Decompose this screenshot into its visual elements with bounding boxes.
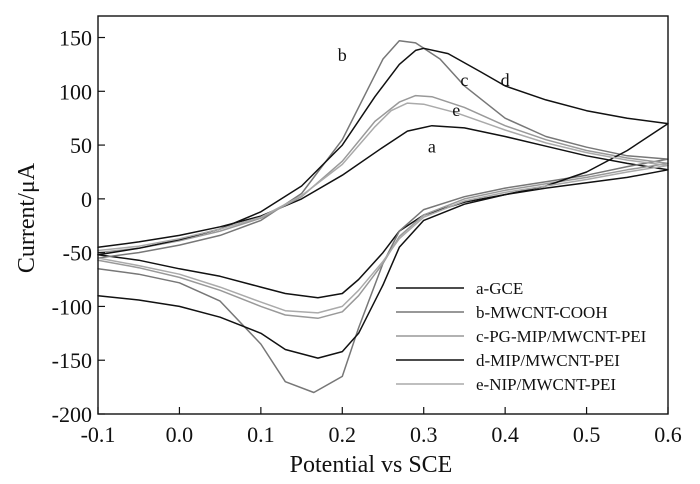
series-line-a (97, 124, 669, 299)
x-tick-label: 0.3 (410, 422, 438, 447)
y-tick-label: 0 (81, 187, 92, 212)
y-axis-ticks: -200 -150 -100 -50 0 50 100 150 (52, 26, 105, 427)
curve-label-b: b (338, 45, 347, 65)
x-axis-title: Potential vs SCE (290, 452, 453, 478)
y-tick-label: 150 (59, 26, 92, 51)
y-tick-label: -100 (52, 294, 92, 319)
legend-entry-a: a-GCE (476, 279, 523, 298)
plot-frame (97, 15, 669, 415)
y-tick-label: 100 (59, 79, 92, 104)
x-tick-label: 0.6 (654, 422, 682, 447)
curve-label-a: a (428, 137, 436, 157)
x-tick-label: 0.2 (329, 422, 357, 447)
legend: a-GCE b-MWCNT-COOH c-PG-MIP/MWCNT-PEI d-MIP… (396, 279, 647, 394)
curve-label-d: d (501, 70, 510, 90)
x-tick-label: -0.1 (81, 422, 116, 447)
series-line-c (97, 94, 669, 320)
legend-entry-c: c-PG-MIP/MWCNT-PEI (476, 327, 647, 346)
x-tick-label: 0.1 (247, 422, 275, 447)
x-tick-label: 0.4 (491, 422, 519, 447)
legend-entry-d: d-MIP/MWCNT-PEI (476, 351, 620, 370)
curve-labels-layer: a b c d e (338, 45, 510, 156)
y-axis-title: Current/μA (14, 162, 40, 273)
x-axis-ticks: -0.1 0.0 0.1 0.2 0.3 0.4 0.5 0.6 (81, 407, 682, 447)
y-tick-label: -200 (52, 402, 92, 427)
legend-entry-b: b-MWCNT-COOH (476, 303, 608, 322)
curves-layer (97, 39, 669, 394)
series-line-e (97, 102, 669, 314)
legend-entry-e: e-NIP/MWCNT-PEI (476, 375, 616, 394)
y-tick-label: -50 (63, 241, 92, 266)
x-tick-label: 0.0 (166, 422, 194, 447)
y-tick-label: 50 (70, 133, 92, 158)
y-tick-label: -150 (52, 348, 92, 373)
x-tick-label: 0.5 (573, 422, 601, 447)
curve-label-c: c (460, 70, 468, 90)
curve-label-e: e (452, 100, 460, 120)
